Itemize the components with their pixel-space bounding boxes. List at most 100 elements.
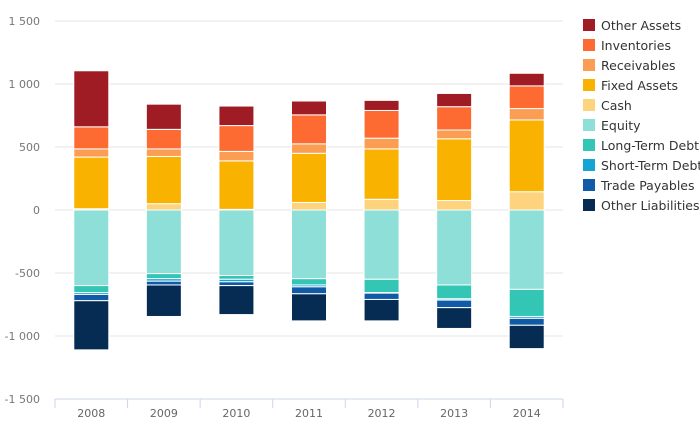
legend-item-equity[interactable]: Equity	[583, 118, 641, 133]
legend-swatch	[583, 199, 595, 211]
bar-segment-other-liabilities-2011[interactable]	[291, 293, 327, 322]
bar-segment-fixed-assets-2010[interactable]	[218, 160, 255, 210]
bar-segment-fixed-assets-2012[interactable]	[363, 148, 400, 200]
legend-swatch	[583, 119, 595, 131]
bar-segment-inventories-2014[interactable]	[508, 85, 545, 110]
bar-segment-equity-2011[interactable]	[291, 209, 327, 280]
bar-segment-trade-payables-2011[interactable]	[291, 286, 327, 295]
legend-item-cash[interactable]: Cash	[583, 98, 632, 113]
bar-segment-inventories-2009[interactable]	[145, 128, 182, 150]
bar-segment-equity-2013[interactable]	[436, 209, 473, 286]
legend-label: Long-Term Debt	[601, 138, 699, 153]
legend-item-inventories[interactable]: Inventories	[583, 38, 671, 53]
legend-swatch	[583, 139, 595, 151]
bar-segment-receivables-2012[interactable]	[363, 137, 400, 150]
bar-segment-long-term-debt-2012[interactable]	[363, 278, 400, 294]
bar-segment-other-assets-2010[interactable]	[218, 105, 255, 127]
bar-segment-cash-2011[interactable]	[291, 201, 327, 211]
x-tick-label: 2012	[368, 407, 396, 420]
legend-item-receivables[interactable]: Receivables	[583, 58, 676, 73]
y-tick-label: 1 000	[9, 78, 41, 91]
bar-segment-receivables-2010[interactable]	[218, 150, 255, 162]
bar-segment-other-assets-2008[interactable]	[73, 70, 110, 128]
bar-segment-other-assets-2011[interactable]	[291, 100, 327, 116]
bar-segment-receivables-2009[interactable]	[145, 148, 182, 157]
bar-segment-long-term-debt-2009[interactable]	[145, 273, 182, 280]
bar-segment-long-term-debt-2011[interactable]	[291, 278, 327, 286]
bar-segment-other-liabilities-2013[interactable]	[436, 307, 473, 329]
bar-segment-other-assets-2012[interactable]	[363, 99, 400, 111]
bar-segment-other-assets-2014[interactable]	[508, 72, 545, 87]
bar-segment-other-liabilities-2008[interactable]	[73, 300, 110, 351]
legend-swatch	[583, 19, 595, 31]
bar-segment-other-liabilities-2010[interactable]	[218, 285, 255, 316]
bar-segment-other-assets-2009[interactable]	[145, 103, 182, 130]
y-tick-label: -1 000	[5, 330, 40, 343]
bar-segment-cash-2012[interactable]	[363, 198, 400, 211]
legend-label: Cash	[601, 98, 632, 113]
legend-item-other-liabilities[interactable]: Other Liabilities	[583, 198, 700, 213]
bar-segment-inventories-2010[interactable]	[218, 125, 255, 152]
bar-segment-fixed-assets-2013[interactable]	[436, 138, 473, 202]
bar-segment-equity-2012[interactable]	[363, 209, 400, 280]
bar-segment-other-liabilities-2012[interactable]	[363, 298, 400, 322]
bar-segment-equity-2014[interactable]	[508, 209, 545, 290]
bar-segment-cash-2013[interactable]	[436, 200, 473, 211]
bar-segment-fixed-assets-2011[interactable]	[291, 152, 327, 203]
bar-segment-receivables-2014[interactable]	[508, 108, 545, 121]
legend-item-other-assets[interactable]: Other Assets	[583, 18, 681, 33]
bar-segment-receivables-2011[interactable]	[291, 143, 327, 154]
legend-swatch	[583, 179, 595, 191]
legend-item-fixed-assets[interactable]: Fixed Assets	[583, 78, 678, 93]
legend-item-trade-payables[interactable]: Trade Payables	[583, 178, 695, 193]
legend: Other Assets Inventories Receivables Fixed …	[583, 18, 700, 213]
legend-label: Other Liabilities	[601, 198, 700, 213]
bar-segment-trade-payables-2009[interactable]	[145, 280, 182, 286]
legend-label: Equity	[601, 118, 641, 133]
y-tick-label: 0	[33, 204, 40, 217]
bar-segment-fixed-assets-2009[interactable]	[145, 155, 182, 205]
y-tick-label: 500	[19, 141, 40, 154]
bar-segment-trade-payables-2014[interactable]	[508, 317, 545, 326]
legend-label: Short-Term Debt	[601, 158, 700, 173]
legend-item-long-term-debt[interactable]: Long-Term Debt	[583, 138, 699, 153]
x-tick-label: 2008	[77, 407, 105, 420]
bar-segment-long-term-debt-2013[interactable]	[436, 284, 473, 300]
bar-segment-fixed-assets-2008[interactable]	[73, 156, 110, 210]
y-tick-label: -500	[15, 267, 40, 280]
bar-segment-fixed-assets-2014[interactable]	[508, 119, 545, 193]
bar-segment-receivables-2008[interactable]	[73, 148, 110, 158]
bar-segment-receivables-2013[interactable]	[436, 129, 473, 140]
bar-segment-cash-2009[interactable]	[145, 203, 182, 211]
bar-segment-cash-2014[interactable]	[508, 191, 545, 211]
y-tick-label: 1 500	[9, 15, 41, 28]
legend-swatch	[583, 79, 595, 91]
y-tick-label: -1 500	[5, 393, 40, 406]
bar-segment-equity-2008[interactable]	[73, 209, 110, 287]
legend-item-short-term-debt[interactable]: Short-Term Debt	[583, 158, 700, 173]
bar-segment-other-liabilities-2014[interactable]	[508, 324, 545, 350]
bar-segment-trade-payables-2012[interactable]	[363, 292, 400, 300]
bar-segment-trade-payables-2013[interactable]	[436, 299, 473, 309]
bar-segment-trade-payables-2010[interactable]	[218, 281, 255, 287]
bar-segment-equity-2010[interactable]	[218, 209, 255, 277]
legend-label: Trade Payables	[600, 178, 695, 193]
legend-label: Receivables	[601, 58, 676, 73]
bar-segment-long-term-debt-2010[interactable]	[218, 275, 255, 280]
bar-segment-inventories-2013[interactable]	[436, 106, 473, 131]
legend-swatch	[583, 59, 595, 71]
bar-segment-equity-2009[interactable]	[145, 209, 182, 275]
legend-label: Fixed Assets	[601, 78, 678, 93]
bar-segment-inventories-2012[interactable]	[363, 109, 400, 139]
bar-segment-long-term-debt-2014[interactable]	[508, 288, 545, 317]
bar-segment-long-term-debt-2008[interactable]	[73, 285, 110, 294]
bar-segment-inventories-2011[interactable]	[291, 114, 327, 145]
legend-swatch	[583, 39, 595, 51]
bar-segment-trade-payables-2008[interactable]	[73, 293, 110, 302]
bar-segment-other-assets-2013[interactable]	[436, 92, 473, 108]
bar-segment-inventories-2008[interactable]	[73, 126, 110, 150]
legend-swatch	[583, 159, 595, 171]
bar-segment-other-liabilities-2009[interactable]	[145, 284, 182, 317]
